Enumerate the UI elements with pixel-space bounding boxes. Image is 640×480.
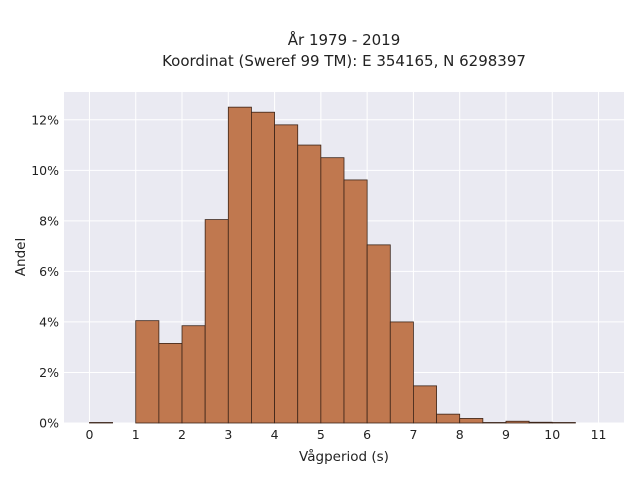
y-tick-label: 6% — [39, 264, 59, 279]
histogram-bar — [528, 421, 553, 424]
x-tick-label: 10 — [544, 427, 560, 442]
histogram-bar — [482, 422, 507, 424]
histogram-bar — [551, 422, 576, 424]
histogram-bar — [181, 325, 206, 424]
histogram-bar — [89, 422, 113, 424]
y-axis-label: Andel — [13, 238, 29, 276]
histogram-bar — [251, 111, 275, 424]
x-tick-label: 2 — [178, 427, 186, 442]
x-tick-label: 5 — [317, 427, 325, 442]
x-tick-label: 7 — [409, 427, 417, 442]
x-tick-label: 9 — [502, 427, 510, 442]
histogram-bar — [459, 418, 484, 424]
histogram-bar — [320, 157, 345, 424]
x-gridlines — [88, 92, 600, 423]
y-tick-label: 12% — [31, 112, 59, 127]
histogram-bar — [135, 320, 160, 424]
x-tick-label: 8 — [456, 427, 464, 442]
histogram-bar — [227, 106, 252, 424]
x-tick-labels: 0 1 2 3 4 5 6 7 8 9 10 11 — [85, 427, 606, 442]
y-tick-label: 4% — [39, 314, 59, 329]
x-tick-label: 3 — [224, 427, 232, 442]
histogram-bar — [366, 244, 391, 424]
histogram-bar — [158, 343, 183, 424]
histogram-bar — [413, 385, 437, 424]
chart-title: År 1979 - 2019 — [288, 30, 401, 49]
histogram-bar — [297, 144, 322, 424]
histogram-bar — [436, 413, 461, 424]
y-tick-label: 8% — [39, 213, 59, 228]
histogram-bar — [389, 321, 414, 424]
y-tick-labels: 0% 2% 4% 6% 8% 10% 12% — [31, 112, 59, 430]
x-axis-label: Vågperiod (s) — [299, 448, 389, 465]
x-tick-label: 6 — [363, 427, 371, 442]
x-tick-label: 11 — [591, 427, 607, 442]
histogram-bar — [204, 219, 229, 424]
y-tick-label: 10% — [31, 163, 59, 178]
histogram-bar — [274, 124, 299, 424]
x-tick-label: 1 — [132, 427, 140, 442]
bars — [89, 106, 576, 424]
histogram-bar — [343, 179, 368, 424]
histogram-bar — [505, 420, 530, 424]
y-tick-label: 2% — [39, 365, 59, 380]
x-tick-label: 0 — [85, 427, 93, 442]
chart-subtitle: Koordinat (Sweref 99 TM): E 354165, N 62… — [162, 52, 526, 70]
y-tick-label: 0% — [39, 416, 59, 431]
x-tick-label: 4 — [271, 427, 279, 442]
